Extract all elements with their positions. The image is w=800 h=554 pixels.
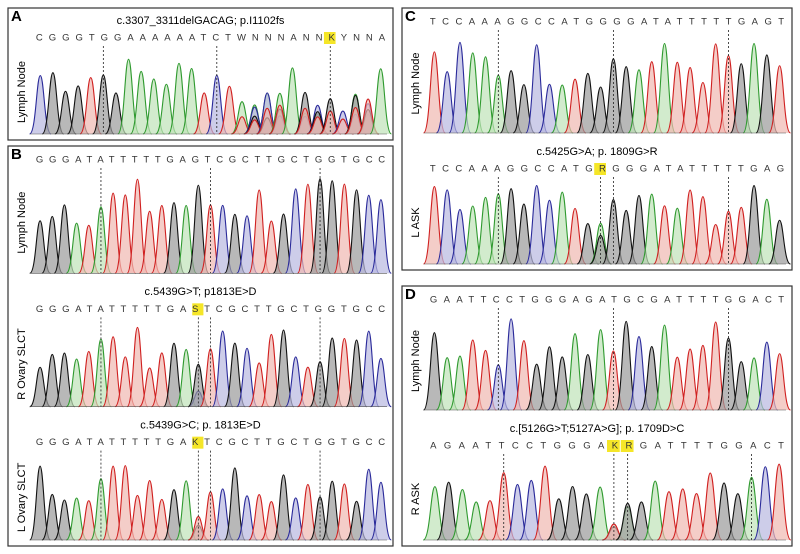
sample-label: Lymph Node: [410, 330, 422, 392]
variant-highlight: [192, 303, 204, 316]
track-title: c.3307_3311delGACAG; p.I1102fs: [117, 15, 285, 27]
trace-peak: [180, 68, 203, 135]
trace-peak: [768, 219, 792, 265]
trace-peak: [766, 463, 792, 541]
trace-peak: [512, 340, 536, 411]
sample-label: Lymph Node: [16, 192, 28, 254]
trace-peak: [653, 324, 676, 411]
base-sequence: TCCAAAGGCCATGGGGATATTTTTGAGT: [430, 17, 784, 28]
trace-peak: [272, 329, 295, 408]
base-sequence: GAATTCCTGGGAGATGCGATTTTGGACT: [430, 295, 784, 306]
trace-peak: [114, 465, 137, 541]
variant-highlight: [620, 440, 634, 452]
trace-peak: [499, 318, 523, 411]
variant-highlight: [192, 436, 204, 449]
trace-peak: [589, 329, 613, 411]
panel-label: B: [11, 146, 22, 163]
track-title: c.5439G>T; p1813E>D: [145, 286, 257, 298]
trace-peak: [435, 189, 459, 265]
panel-label: A: [11, 8, 22, 25]
track-title: c.5425G>A; p. 1809G>R: [536, 146, 657, 158]
sample-label: Lymph Node: [410, 53, 422, 115]
trace-peak: [768, 353, 792, 411]
trace-peak: [29, 465, 51, 541]
trace-peak: [41, 72, 65, 135]
trace-peak: [175, 480, 198, 541]
trace-peak: [755, 198, 779, 265]
trace-peak: [281, 67, 304, 135]
track-title: c.5439G>C; p. 1813E>D: [140, 420, 261, 432]
variant-highlight: [594, 163, 606, 175]
trace-peak: [768, 65, 792, 134]
trace-peak: [272, 474, 295, 541]
base-sequence: GGGATATTTTTGAGTCGCTTGCTGGTGCC: [36, 155, 385, 166]
trace-peak: [691, 196, 715, 265]
trace-peak: [126, 326, 149, 408]
trace-peak: [223, 467, 246, 541]
panel-border: [401, 7, 793, 271]
base-sequence: GGGATATTTTTGASTCGCTTGCTGGTGCC: [36, 304, 385, 315]
panel-label: C: [405, 8, 416, 25]
panel-label: D: [405, 286, 416, 303]
trace-peak: [357, 330, 380, 408]
base-sequence: CGGGTGGAAAAAATCTWNNNANNKYNNA: [36, 33, 386, 44]
variant-highlight: [607, 440, 620, 452]
track-title: c.[5126G>T;5127A>G]; p. 1709D>C: [510, 423, 685, 435]
trace-peak: [525, 44, 549, 134]
base-sequence: GGGATATTTTTGAKTCGCTTGCTGGTGCC: [36, 437, 385, 448]
trace-peak: [248, 189, 271, 274]
panel-border: [7, 145, 394, 547]
trace-peak: [370, 357, 392, 408]
trace-peak: [532, 465, 558, 541]
sample-label: R Ovary SLCT: [16, 328, 28, 400]
trace-peak: [422, 332, 446, 411]
sample-label: L Ovary SLCT: [16, 462, 28, 532]
trace-peak: [138, 479, 161, 541]
trace-peak: [126, 178, 149, 274]
trace-peak: [370, 481, 392, 541]
trace-peak: [563, 333, 587, 411]
panel-border: [401, 285, 793, 547]
variant-highlight: [323, 32, 336, 44]
sample-label: R ASK: [410, 482, 422, 515]
trace-peak: [370, 199, 392, 274]
trace-peak: [717, 337, 740, 411]
trace-peak: [333, 483, 356, 541]
trace-peak: [369, 68, 392, 135]
base-sequence: TCCAAAGGCCATGRGGGATATTTTTGAG: [430, 164, 784, 175]
trace-peak: [587, 486, 613, 541]
sample-label: L ASK: [410, 207, 422, 238]
sample-label: Lymph Node: [16, 61, 28, 123]
panel-border: [7, 7, 394, 141]
